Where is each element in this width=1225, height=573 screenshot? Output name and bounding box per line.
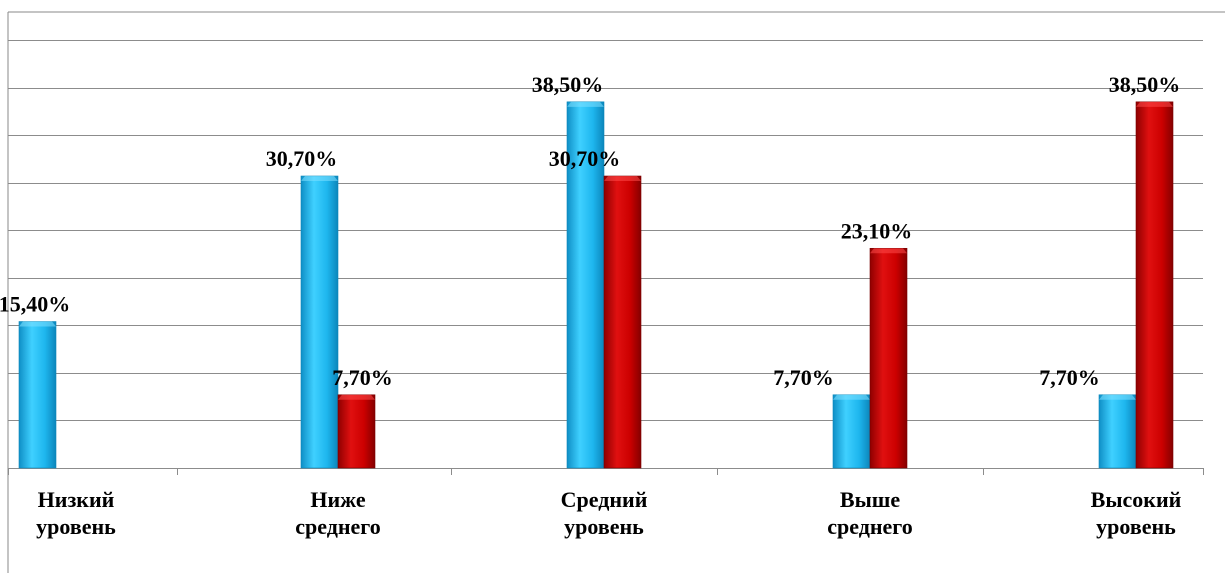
category-label-2: Средний уровень: [561, 487, 648, 539]
data-label-series-1-0: 15,40%: [0, 292, 70, 317]
bar-cap-series-2-4: [1136, 101, 1173, 107]
bar-cap-series-1-3: [833, 394, 870, 400]
category-label-line: уровень: [36, 514, 116, 539]
bar-series-1-0: [18, 321, 57, 469]
category-label-line: уровень: [564, 514, 644, 539]
bar-cap-series-1-4: [1099, 394, 1136, 400]
category-label-line: среднего: [827, 514, 913, 539]
bar-cap-series-1-0: [19, 321, 56, 327]
bars: [18, 101, 1174, 469]
category-label-1: Ниже среднего: [295, 487, 381, 539]
bar-series-1-1: [300, 175, 339, 469]
bar-series-1-4: [1098, 394, 1137, 469]
category-label-line: среднего: [295, 514, 381, 539]
chart-frame: [7, 11, 1225, 573]
data-labels: 15,40% 30,70% 38,50% 7,70% 7,70% 7,70% 30,70% 2…: [0, 72, 1180, 390]
bar-cap-series-2-1: [338, 394, 375, 400]
data-label-series-2-1: 7,70%: [332, 365, 393, 390]
bar-series-1-3: [832, 394, 871, 469]
bar-series-2-4: [1135, 101, 1174, 469]
data-label-series-1-3: 7,70%: [773, 365, 834, 390]
data-label-series-2-4: 38,50%: [1109, 72, 1181, 97]
category-label-line: уровень: [1096, 514, 1176, 539]
category-label-line: Высокий: [1091, 487, 1182, 512]
bar-cap-series-2-3: [870, 248, 907, 254]
category-label-0: Низкий уровень: [36, 487, 116, 539]
data-label-series-2-2: 30,70%: [549, 146, 621, 171]
data-label-series-2-3: 23,10%: [841, 218, 913, 243]
bar-cap-series-1-1: [301, 176, 338, 182]
bar-series-2-3: [869, 247, 908, 469]
category-label-line: Средний: [561, 487, 648, 512]
data-label-series-1-2: 38,50%: [532, 72, 604, 97]
category-label-3: Выше среднего: [827, 487, 913, 539]
category-label-line: Ниже: [310, 487, 365, 512]
data-label-series-1-4: 7,70%: [1039, 365, 1100, 390]
bar-series-2-1: [337, 394, 376, 469]
bar-cap-series-2-2: [604, 176, 641, 182]
data-label-series-1-1: 30,70%: [266, 146, 338, 171]
category-label-4: Высокий уровень: [1091, 487, 1182, 539]
category-label-line: Низкий: [38, 487, 115, 512]
bar-cap-series-1-2: [567, 101, 604, 107]
bar-series-1-2: [566, 101, 605, 469]
bar-series-2-2: [603, 175, 642, 469]
category-label-line: Выше: [840, 487, 900, 512]
